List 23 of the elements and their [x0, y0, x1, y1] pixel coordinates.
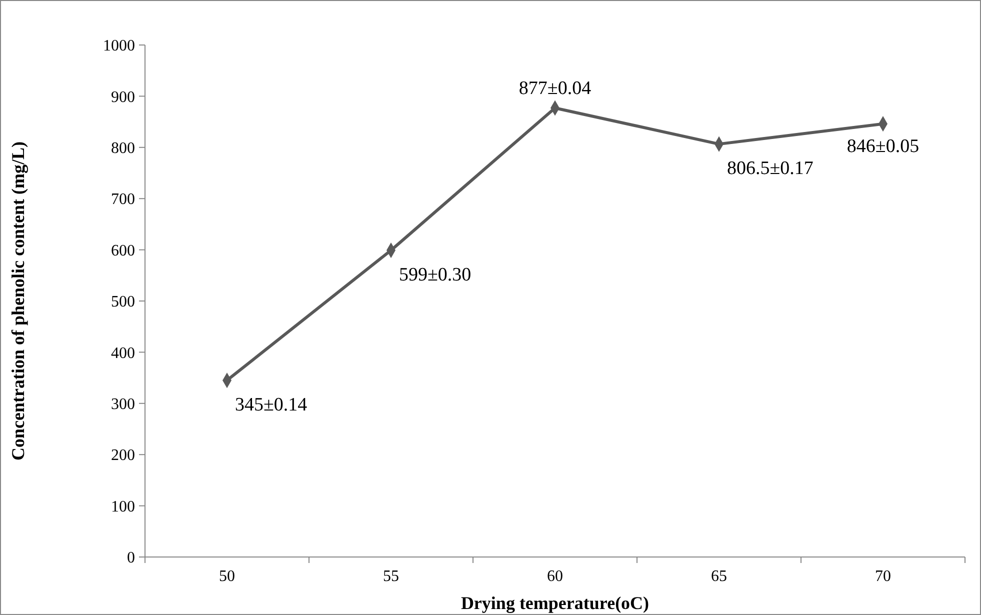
x-tick-label: 60 — [547, 568, 563, 585]
y-tick-label: 100 — [111, 498, 135, 516]
x-tick-label: 50 — [219, 568, 235, 585]
y-tick-label: 200 — [111, 447, 135, 464]
y-tick-label: 900 — [111, 88, 135, 106]
y-tick-label: 1000 — [103, 38, 135, 55]
data-label: 877±0.04 — [518, 78, 592, 99]
x-tick-label: 55 — [383, 568, 399, 585]
x-tick-label: 70 — [875, 568, 891, 585]
data-label: 345±0.14 — [235, 394, 308, 416]
y-tick-label: 500 — [111, 294, 135, 311]
x-axis-title: Drying temperature(oC) — [460, 593, 650, 613]
y-tick-label: 800 — [111, 140, 135, 157]
data-label: 846±0.05 — [846, 136, 920, 157]
x-tick-label: 65 — [711, 568, 727, 585]
data-label: 599±0.30 — [399, 264, 472, 286]
y-axis-title: Concentration of phenolic content (mg/L) — [8, 142, 28, 460]
y-tick-label: 600 — [111, 242, 135, 260]
data-label: 806.5±0.17 — [727, 158, 814, 180]
y-tick-label: 400 — [111, 344, 135, 362]
y-tick-label: 700 — [111, 191, 135, 208]
y-tick-label: 300 — [111, 396, 135, 413]
y-tick-label: 0 — [127, 550, 135, 567]
